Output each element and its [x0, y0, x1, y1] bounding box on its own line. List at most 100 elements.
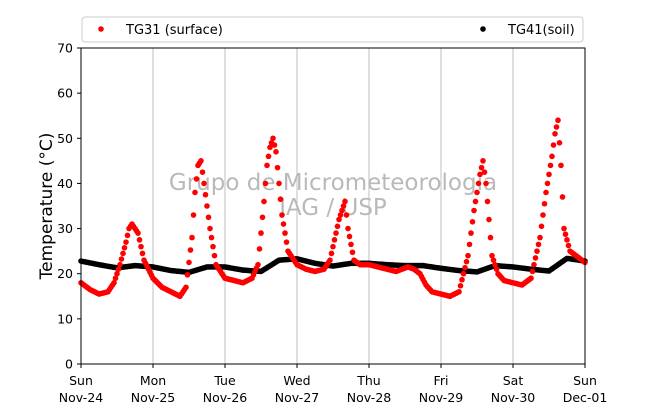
data-point-interp: [559, 194, 566, 200]
data-point-interp: [124, 232, 131, 239]
data-point-interp: [463, 258, 470, 265]
data-point: [264, 162, 270, 169]
data-point-interp: [328, 250, 335, 257]
series-surface: [78, 117, 588, 300]
data-point-interp: [330, 243, 336, 250]
data-point: [201, 180, 207, 187]
data-point-interp: [184, 272, 191, 278]
data-point: [543, 189, 549, 196]
data-point: [345, 225, 351, 232]
y-tick-label: 20: [57, 266, 73, 281]
data-point: [483, 180, 489, 187]
data-point-interp: [468, 230, 474, 236]
data-point-interp: [277, 196, 284, 203]
data-point-interp: [120, 250, 126, 257]
data-point-interp: [541, 200, 548, 207]
x-tick-label-date: Nov-26: [203, 390, 248, 405]
data-point-interp: [556, 140, 563, 146]
data-point-interp: [112, 275, 119, 282]
data-point-interp: [469, 219, 476, 225]
y-tick-label: 10: [57, 311, 73, 326]
data-point-interp: [415, 269, 422, 276]
legend-label-soil: TG41(soil): [507, 23, 575, 38]
data-point-interp: [478, 164, 485, 171]
data-point-interp: [148, 272, 155, 279]
x-tick-label-date: Nov-24: [59, 390, 104, 405]
x-tick-label-date: Nov-28: [347, 390, 392, 405]
y-axis-label: Temperature (°C): [37, 133, 57, 281]
data-point-interp: [340, 203, 347, 209]
data-point-interp: [253, 265, 260, 271]
x-tick-label-date: Nov-27: [275, 390, 319, 405]
x-tick-label-date: Nov-29: [419, 390, 464, 405]
data-point-interp: [334, 223, 341, 230]
data-point-interp: [186, 259, 192, 266]
data-point-interp: [193, 176, 200, 182]
data-point-interp: [526, 276, 533, 283]
data-point-interp: [564, 237, 570, 243]
data-point-interp: [133, 228, 140, 234]
data-point-interp: [202, 191, 209, 198]
data-point: [339, 207, 345, 214]
data-point-interp: [337, 212, 344, 218]
data-point-interp: [493, 266, 500, 273]
data-point-interp: [457, 282, 464, 289]
data-point: [273, 149, 279, 155]
x-tick-label-day: Thu: [356, 373, 380, 388]
data-point-interp: [262, 180, 269, 187]
data-point-interp: [532, 255, 539, 261]
x-axis-ticks: Sun Nov-24 Mon Nov-25 Tue Nov-26 Wed Nov-27 Thu N…: [59, 364, 608, 405]
data-point: [477, 171, 483, 178]
data-point-interp: [181, 286, 188, 293]
legend: TG31 (surface) TG41(soil): [81, 16, 584, 43]
x-tick-label-date: Dec-01: [563, 390, 608, 405]
x-tick-label-date: Nov-25: [131, 390, 175, 405]
data-point-interp: [325, 259, 332, 266]
data-point-interp: [540, 212, 546, 218]
y-tick-label: 50: [57, 131, 73, 146]
x-tick-label-day: Mon: [140, 373, 166, 388]
data-point-interp: [282, 230, 288, 236]
data-point-interp: [205, 214, 212, 221]
y-axis-ticks: 0 10 20 30 40 50 60 70: [57, 41, 81, 372]
data-point-interp: [114, 270, 120, 277]
x-tick-label-date: Nov-30: [491, 390, 536, 405]
data-point-interp: [256, 246, 263, 252]
data-point-interp: [466, 241, 473, 248]
data-point-interp: [475, 180, 482, 187]
data-point-interp: [139, 250, 146, 257]
data-point-interp: [481, 169, 488, 175]
data-point: [117, 261, 123, 268]
watermark-line-1: Grupo de Micrometeorologia: [169, 170, 497, 196]
data-point-interp: [196, 160, 203, 166]
data-point-interp: [490, 257, 497, 263]
grid-lines: [152, 48, 514, 364]
legend-marker-soil: [480, 26, 486, 32]
data-point-interp: [484, 198, 491, 205]
data-point: [207, 225, 213, 232]
data-point-interp: [247, 276, 254, 282]
x-tick-label-day: Sun: [69, 373, 93, 388]
data-point-interp: [210, 243, 216, 250]
data-point-interp: [544, 180, 551, 187]
data-point-interp: [421, 279, 428, 285]
data-point-interp: [271, 142, 278, 148]
data-point-interp: [535, 241, 542, 248]
data-point-interp: [136, 237, 143, 243]
plot-frame: [80, 47, 586, 365]
legend-box: [81, 16, 584, 43]
data-point-interp: [190, 212, 197, 218]
y-tick-label: 30: [57, 221, 73, 236]
data-point-interp: [343, 212, 350, 218]
data-point-interp: [259, 214, 266, 221]
data-point: [480, 158, 486, 164]
data-point-interp: [565, 242, 572, 249]
watermark-line-2: IAG / USP: [279, 195, 387, 221]
y-tick-label: 0: [65, 357, 73, 372]
data-point-interp: [115, 266, 122, 273]
data-point: [489, 252, 495, 259]
data-point-interp: [118, 256, 125, 262]
data-point-interp: [474, 189, 480, 196]
data-point-interp: [138, 243, 144, 250]
